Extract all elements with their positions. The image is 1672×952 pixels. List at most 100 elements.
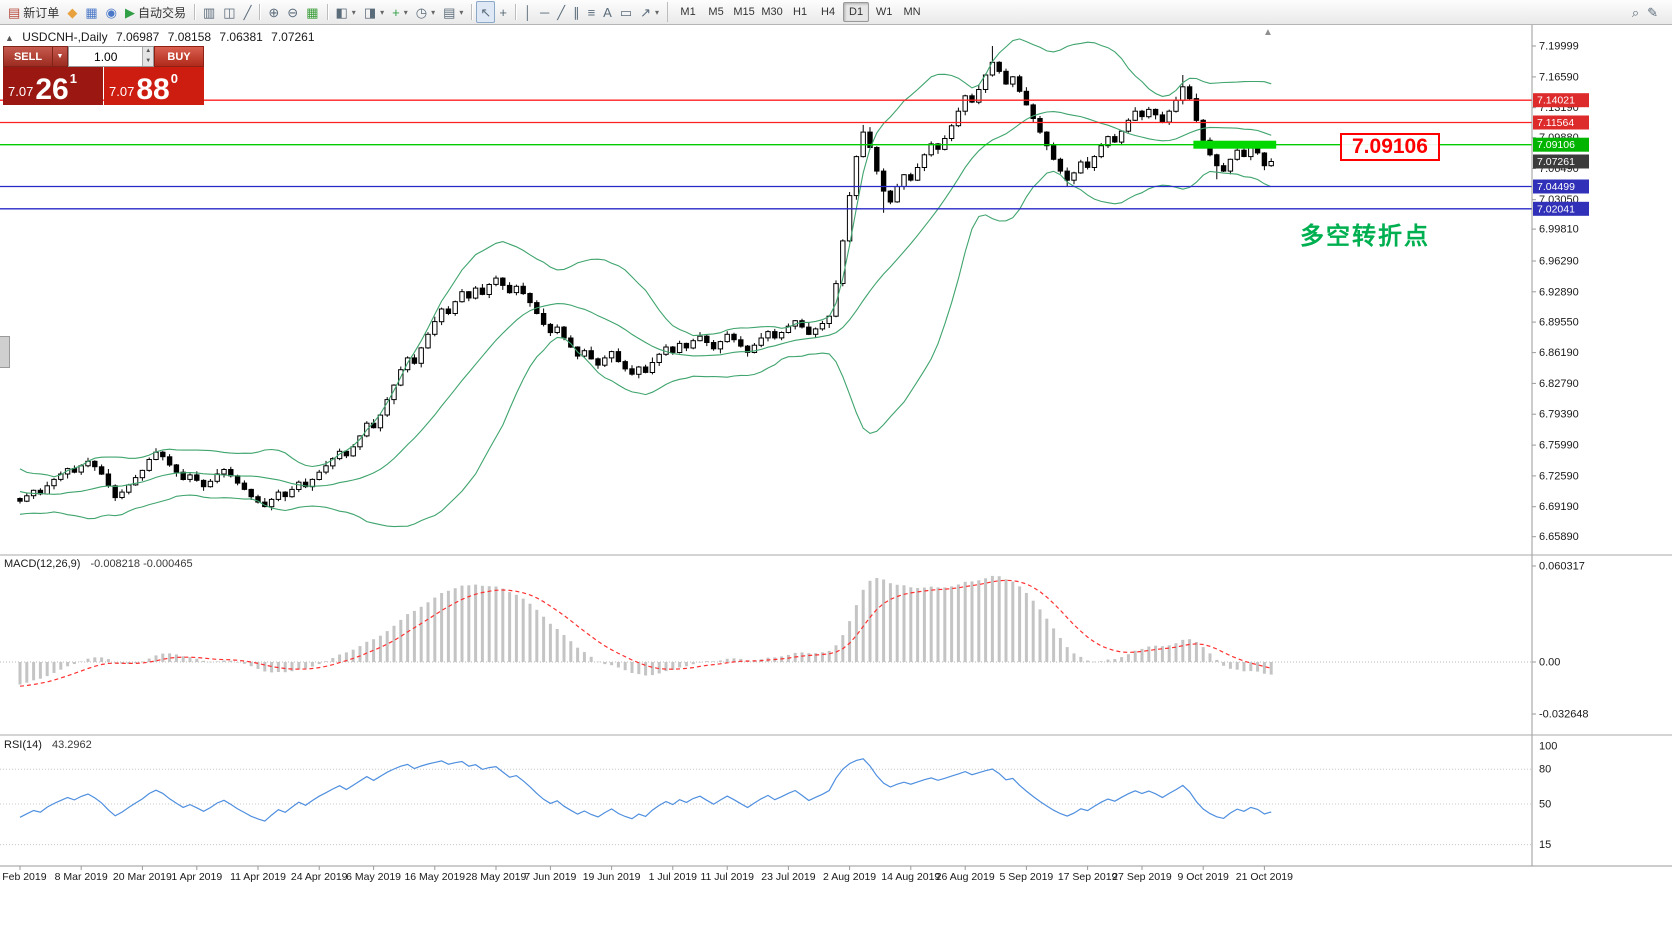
toolbar-right: ⌕ ✎ — [1628, 1, 1668, 23]
sidebar-grip[interactable] — [0, 336, 10, 368]
vertical-line-icon: │ — [523, 4, 533, 20]
rsi-axis-label: 50 — [1539, 799, 1551, 811]
cascade-windows-button[interactable]: ◨ ▾ — [360, 1, 388, 23]
periods-icon: ◷ — [415, 4, 428, 20]
new-order-button[interactable]: ▤ 新订单 — [4, 1, 63, 23]
toolbar-separator — [259, 4, 261, 20]
timeframe-m5-button[interactable]: M5 — [708, 6, 724, 18]
mql5-community-button[interactable]: ◆ — [63, 1, 81, 23]
time-label: 1 Apr 2019 — [171, 871, 222, 883]
text-label-button[interactable]: ▭ — [616, 1, 636, 23]
arrows-button[interactable]: ↗ ▾ — [636, 1, 663, 23]
data-window-icon: ◉ — [105, 4, 117, 20]
rsi-axis-label: 100 — [1539, 741, 1557, 753]
time-label: 16 May 2019 — [404, 871, 465, 883]
chart-shift-marker[interactable]: ▲ — [1263, 27, 1273, 38]
volume-up-button[interactable]: ▲ — [145, 48, 152, 54]
bollinger-middle-line[interactable] — [19, 111, 1272, 495]
main-pane[interactable] — [0, 38, 1532, 528]
zoom-out-button[interactable]: ⊖ — [283, 1, 302, 23]
time-label: 17 Sep 2019 — [1058, 871, 1118, 883]
price-callout[interactable]: 7.09106 — [1340, 133, 1440, 161]
tile-windows-button[interactable]: ▦ — [302, 1, 322, 23]
annotation-text[interactable]: 多空转折点 — [1300, 223, 1430, 250]
equidistant-channel-button[interactable]: ∥ — [569, 1, 584, 23]
periods-button-dropdown[interactable]: ▾ — [431, 7, 436, 17]
price-tag — [1533, 179, 1589, 194]
edit-button[interactable]: ✎ — [1643, 1, 1662, 23]
toolbar: ▤ 新订单 ◆ ▦ ◉ ▶ 自动交易 ▥ ◫ ╱ ⊕ ⊖ ▦ ◧ ▾ ◨ ▾ + ▾ ◷ ▾ ▤ ▾ ↖ + │ ─ ╱ ∥ ≡ A ▭ ↗ ▾ … — [0, 0, 1672, 25]
timeframe-m15-button[interactable]: M15 — [733, 6, 755, 18]
rsi-pane[interactable]: 100 80 50 15 — [0, 741, 1557, 852]
zoom-in-button[interactable]: ⊕ — [264, 1, 283, 23]
sell-price-small: 7.07 — [8, 84, 34, 99]
zoom-out-icon: ⊖ — [287, 4, 299, 20]
line-chart-button[interactable]: ╱ — [240, 1, 256, 23]
buy-button[interactable]: BUY — [154, 46, 204, 67]
price-label: 6.92890 — [1539, 286, 1579, 298]
add-indicator-button[interactable]: + ▾ — [388, 1, 412, 23]
bar-chart-button[interactable]: ▥ — [199, 1, 219, 23]
periods-button[interactable]: ◷ ▾ — [412, 1, 439, 23]
toolbar-separator — [514, 4, 516, 20]
buy-price-display[interactable]: 7.07 88 0 — [104, 67, 204, 105]
cursor-button[interactable]: ↖ — [476, 1, 496, 23]
search-button[interactable]: ⌕ — [1628, 1, 1643, 23]
time-label: 11 Apr 2019 — [230, 871, 286, 883]
bollinger-lower-line[interactable] — [19, 170, 1272, 528]
timeframe-h1-button[interactable]: H1 — [793, 6, 808, 18]
quote-panel-collapse-icon[interactable]: ▲ — [5, 33, 14, 43]
horizontal-line-button[interactable]: ─ — [536, 1, 553, 23]
timeframe-h4-button[interactable]: H4 — [821, 6, 836, 18]
fibonacci-button[interactable]: ≡ — [584, 1, 600, 23]
sell-button[interactable]: SELL — [3, 46, 53, 67]
zoom-in-icon: ⊕ — [268, 4, 280, 20]
time-label: 6 May 2019 — [346, 871, 401, 883]
macd-pane[interactable]: 0.060317 0.00 -0.032648 — [0, 561, 1589, 721]
cascade-windows-icon: ◨ — [363, 4, 377, 20]
timeframe-m30-button[interactable]: M30 — [761, 6, 783, 18]
timeframe-mn-button[interactable]: MN — [903, 6, 921, 18]
market-watch-icon: ▦ — [85, 4, 98, 20]
timeframe-w1-button[interactable]: W1 — [875, 6, 893, 18]
cascade-windows-button-dropdown[interactable]: ▾ — [380, 7, 385, 17]
text-button[interactable]: A — [599, 1, 616, 23]
arrows-button-dropdown[interactable]: ▾ — [655, 7, 660, 17]
crosshair-button[interactable]: + — [495, 1, 511, 23]
volume-input[interactable] — [69, 47, 143, 66]
equidistant-channel-icon: ∥ — [573, 4, 580, 20]
sell-price-display[interactable]: 7.07 26 1 — [3, 67, 103, 105]
price-label: 6.82790 — [1539, 378, 1579, 390]
templates-button-dropdown[interactable]: ▾ — [459, 7, 464, 17]
market-watch-button[interactable]: ▦ — [81, 1, 101, 23]
cursor-icon: ↖ — [480, 4, 492, 20]
arrange-windows-button[interactable]: ◧ ▾ — [332, 1, 360, 23]
trendline-button[interactable]: ╱ — [553, 1, 569, 23]
new-order-button-label: 新订单 — [23, 5, 60, 20]
chart-canvas[interactable]: 7.199997.165907.131907.098807.064907.030… — [0, 24, 1672, 952]
templates-button[interactable]: ▤ ▾ — [439, 1, 467, 23]
autotrading-button[interactable]: ▶ 自动交易 — [121, 1, 190, 23]
candlestick-chart-button[interactable]: ◫ — [219, 1, 239, 23]
rsi-value: 43.2962 — [51, 739, 92, 751]
time-label: 9 Oct 2019 — [1178, 871, 1230, 883]
price-label: 6.96290 — [1539, 256, 1579, 268]
time-label: 8 Mar 2019 — [55, 871, 108, 883]
price-axis[interactable]: 7.199997.165907.131907.098807.064907.030… — [1531, 24, 1589, 866]
add-indicator-icon: + — [392, 4, 400, 20]
time-label: 26 Aug 2019 — [936, 871, 995, 883]
data-window-button[interactable]: ◉ — [102, 1, 121, 23]
add-indicator-button-dropdown[interactable]: ▾ — [403, 7, 408, 17]
highlight-band[interactable] — [1193, 140, 1277, 149]
volume-down-button[interactable]: ▼ — [145, 57, 152, 64]
arrange-windows-button-dropdown[interactable]: ▾ — [351, 7, 356, 17]
price-label: 6.79390 — [1539, 409, 1579, 421]
vertical-line-button[interactable]: │ — [520, 1, 536, 23]
bollinger-upper-line[interactable] — [19, 38, 1272, 478]
timeframe-m1-button[interactable]: M1 — [680, 6, 696, 18]
order-type-dropdown[interactable]: ▼ — [53, 46, 68, 67]
macd-axis-label: 0.060317 — [1539, 561, 1585, 573]
timeframe-d1-button[interactable]: D1 — [843, 2, 870, 22]
